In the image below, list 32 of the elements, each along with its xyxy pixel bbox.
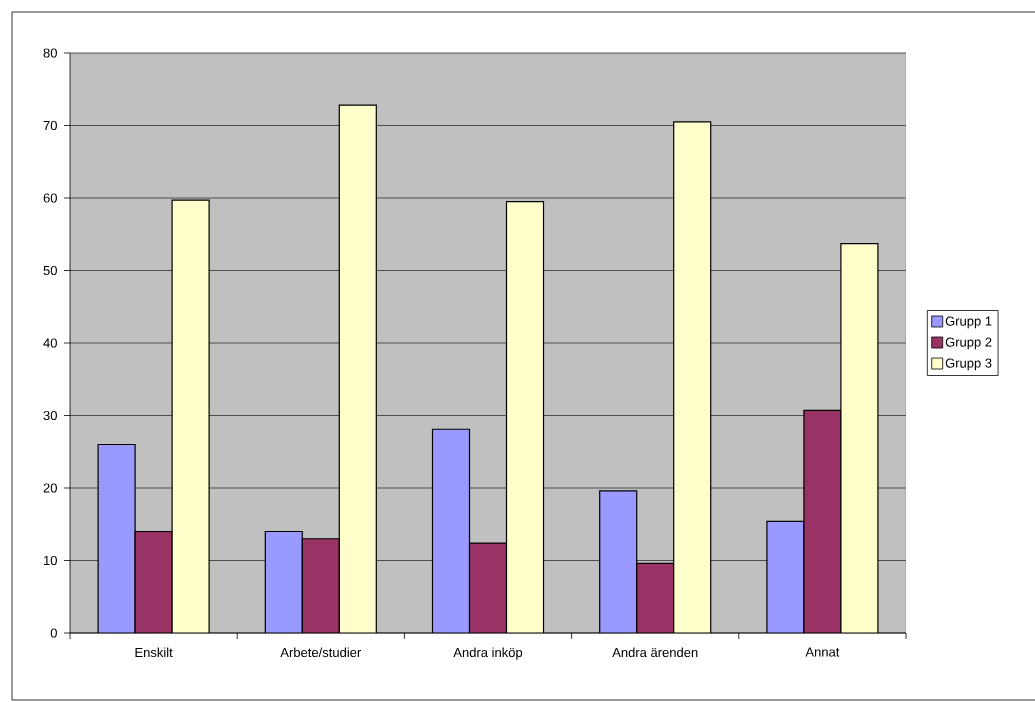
bar (302, 538, 340, 633)
bar (98, 444, 136, 633)
x-tick-label: Andra inköp (453, 647, 523, 660)
x-tick-label: Annat (805, 647, 840, 657)
bar (766, 520, 805, 633)
bar (135, 531, 173, 633)
legend-label: Grupp 3 (945, 358, 992, 371)
bar (432, 429, 470, 633)
y-tick-label: 70 (43, 120, 57, 131)
bar (803, 409, 842, 633)
y-tick-label: 50 (43, 265, 57, 276)
bar (599, 490, 637, 633)
bar (673, 121, 711, 633)
bar (636, 563, 674, 633)
bar (840, 243, 879, 633)
y-tick-label: 80 (43, 48, 57, 58)
bar (265, 531, 303, 633)
bar (172, 200, 210, 633)
y-tick-label: 60 (43, 193, 57, 203)
bar (469, 543, 507, 633)
y-tick-label: 40 (43, 338, 57, 348)
y-tick-label: 30 (43, 410, 57, 421)
bar (339, 105, 377, 633)
y-tick-label: 20 (43, 483, 57, 493)
x-tick-label: Andra ärenden (612, 647, 698, 658)
x-tick-label: Arbete/studier (280, 647, 362, 658)
y-tick-label: 0 (50, 628, 57, 638)
y-tick-label: 10 (43, 555, 57, 566)
legend-label: Grupp 1 (945, 316, 992, 329)
legend-label: Grupp 2 (945, 337, 992, 350)
x-tick-label: Enskilt (135, 647, 173, 658)
bar (506, 201, 544, 633)
